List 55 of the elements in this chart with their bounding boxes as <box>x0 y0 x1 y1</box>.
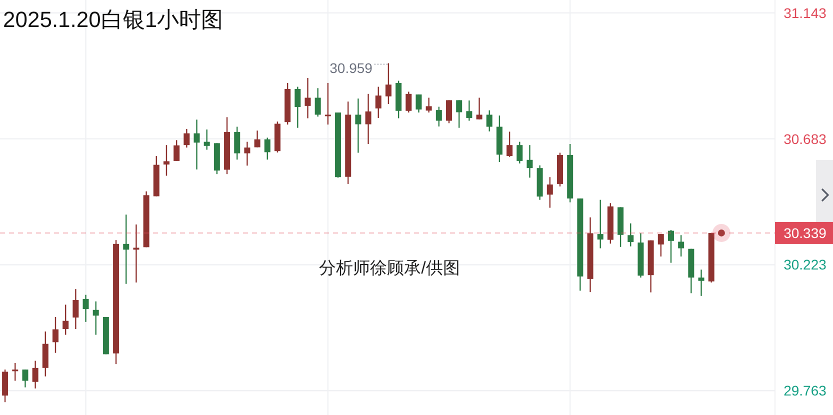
candlestick <box>476 97 482 120</box>
candlestick <box>597 199 604 249</box>
chart-title: 2025.1.20白银1小时图 <box>3 7 224 32</box>
candlestick <box>92 300 99 336</box>
candlestick <box>678 234 684 258</box>
candlestick <box>324 82 331 126</box>
candlestick <box>436 106 442 128</box>
candlestick <box>406 91 412 114</box>
candlestick <box>12 362 18 382</box>
candlestick <box>355 98 362 154</box>
candlestick <box>426 97 432 114</box>
candlestick <box>32 360 38 390</box>
candlestick <box>385 62 392 105</box>
candlestick <box>82 294 89 323</box>
y-tick-label: 29.763 <box>784 382 827 399</box>
ref-line-label: 30.339 <box>784 224 827 241</box>
candlestick <box>123 214 130 284</box>
y-tick-label: 30.223 <box>784 256 827 273</box>
y-tick-label: 31.143 <box>784 4 827 21</box>
candlestick <box>194 119 200 170</box>
candlestick <box>184 128 190 148</box>
annotation: 30.959 <box>330 60 373 76</box>
candlestick <box>516 141 523 164</box>
candlestick <box>668 229 674 264</box>
candlestick <box>466 100 472 122</box>
candlestick <box>375 86 382 119</box>
candlestick <box>52 316 58 354</box>
candlestick <box>72 288 79 330</box>
annotation: 分析师徐顾承/供图 <box>319 258 460 278</box>
candlestick <box>22 368 28 388</box>
candlestick <box>254 130 260 148</box>
candlestick <box>163 144 170 176</box>
candlestick <box>365 93 372 145</box>
candlestick <box>546 176 553 208</box>
candlestick <box>698 269 704 297</box>
candlestick <box>62 304 69 336</box>
candlestick <box>628 222 634 247</box>
candlestick <box>456 100 462 128</box>
candlestick <box>174 140 180 162</box>
candlestick <box>486 110 492 132</box>
candlestick <box>658 233 664 258</box>
candlestick <box>314 88 321 118</box>
candlestick <box>304 77 311 119</box>
candlestick <box>2 368 8 403</box>
candlestick <box>526 144 533 178</box>
y-tick-label: 30.683 <box>784 130 827 147</box>
candlestick <box>133 224 140 284</box>
candlestick <box>294 86 301 128</box>
candlestick <box>264 137 270 160</box>
candlestick <box>506 131 513 158</box>
candlestick <box>416 94 422 114</box>
candlestick <box>244 141 250 166</box>
candlestick <box>446 100 452 124</box>
candlestick <box>234 126 240 160</box>
candlestick <box>204 128 210 150</box>
